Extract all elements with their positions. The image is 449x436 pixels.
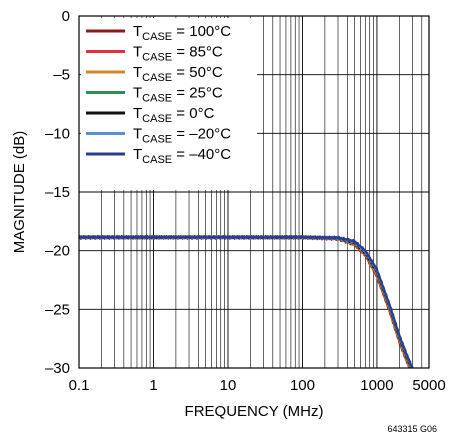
legend-entry: TCASE = –40°C: [133, 146, 231, 166]
x-tick-label: 100: [290, 377, 315, 394]
series-line: [79, 235, 412, 368]
x-tick-label: 10: [220, 377, 237, 394]
series-line: [79, 235, 414, 368]
x-tick-label: 1: [149, 377, 157, 394]
x-tick-label: 1000: [360, 377, 393, 394]
y-axis-label: MAGNITUDE (dB): [11, 131, 28, 254]
y-tick-label: –15: [45, 184, 70, 201]
legend-entry: TCASE = 0°C: [133, 105, 215, 125]
x-tick-label: 0.1: [69, 377, 90, 394]
y-tick-label: –20: [45, 243, 70, 260]
y-tick-label: –30: [45, 360, 70, 377]
plot-frame: [78, 15, 430, 369]
legend-entry: TCASE = 50°C: [133, 64, 223, 84]
figure-id: 643315 G06: [387, 424, 437, 434]
series-line: [79, 235, 412, 368]
x-tick-label: 5000: [412, 377, 445, 394]
x-axis-label: FREQUENCY (MHz): [185, 403, 324, 420]
legend-entry: TCASE = –20°C: [133, 126, 231, 146]
legend-entry: TCASE = 100°C: [133, 23, 231, 43]
y-tick-label: –25: [45, 301, 70, 318]
legend-box: [81, 18, 257, 190]
y-tick-label: 0: [62, 8, 70, 25]
y-tick-label: –5: [53, 67, 70, 84]
legend-entry: TCASE = 25°C: [133, 85, 223, 105]
x-tick-labels: 0.1 1 10 100 1000 5000: [69, 377, 446, 394]
legend-entry: TCASE = 85°C: [133, 44, 223, 64]
y-tick-labels: 0 –5 –10 –15 –20 –25 –30: [45, 8, 70, 377]
series-layer: [79, 235, 414, 368]
y-tick-label: –10: [45, 125, 70, 142]
